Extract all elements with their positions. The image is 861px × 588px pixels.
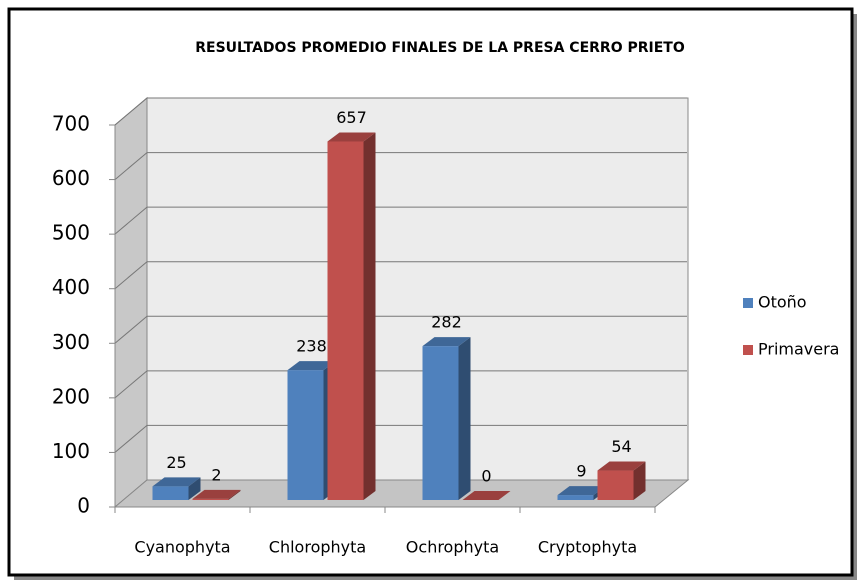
bar-side — [633, 461, 646, 500]
data-label: 238 — [296, 337, 327, 356]
bar-front — [152, 486, 189, 500]
bar-top — [422, 337, 471, 347]
y-tick-label: 600 — [52, 166, 90, 190]
bar-top — [327, 132, 376, 142]
bar — [597, 461, 646, 500]
legend-label: Otoño — [758, 293, 807, 312]
legend-label: Primavera — [758, 340, 839, 359]
bar-top — [557, 486, 606, 496]
data-label: 282 — [431, 313, 462, 332]
bar — [422, 337, 471, 500]
data-label: 0 — [481, 467, 491, 486]
bar-side — [363, 132, 376, 501]
y-tick-label: 100 — [52, 439, 90, 463]
bar — [462, 491, 511, 500]
y-tick-label: 500 — [52, 221, 90, 245]
grid-line — [114, 206, 148, 235]
bar-top — [287, 361, 336, 371]
y-tick-label: 700 — [52, 112, 90, 136]
grid-line — [114, 152, 148, 180]
x-tick-label: Chlorophyta — [269, 538, 366, 557]
x-tick-label: Cryptophyta — [538, 538, 637, 557]
data-label: 25 — [166, 453, 186, 472]
legend-swatch — [743, 345, 753, 355]
side-wall — [114, 96, 148, 509]
back-wall — [146, 97, 689, 481]
chart-title: RESULTADOS PROMEDIO FINALES DE LA PRESA … — [195, 40, 685, 56]
grid-line — [114, 261, 148, 290]
bar-top — [192, 489, 241, 499]
bar-front — [422, 346, 459, 500]
legend-swatch — [743, 298, 753, 308]
bar-side — [188, 477, 201, 500]
x-tick-label: Cyanophyta — [134, 538, 230, 557]
bar — [152, 477, 201, 500]
data-label: 657 — [336, 108, 367, 127]
bar-side — [228, 489, 241, 500]
bar-top — [462, 491, 511, 500]
grid-line — [114, 370, 148, 399]
bar-top — [152, 477, 201, 487]
y-tick-label: 400 — [52, 275, 90, 299]
bar-front — [192, 498, 229, 500]
bar-front — [287, 370, 324, 500]
bar-front — [557, 495, 594, 500]
grid-line — [114, 315, 148, 344]
bar — [192, 489, 241, 500]
y-tick-label: 200 — [52, 384, 90, 408]
bar-front — [327, 141, 364, 501]
bar-top — [597, 461, 646, 471]
x-tick-label: Ochrophyta — [406, 538, 499, 557]
y-tick-label: 300 — [52, 330, 90, 354]
data-label: 9 — [576, 462, 586, 481]
grid-line — [114, 97, 148, 126]
bar — [327, 132, 376, 501]
y-tick-label: 0 — [77, 494, 90, 518]
data-label: 54 — [611, 437, 631, 456]
data-label: 2 — [211, 465, 221, 484]
bar-front — [597, 470, 634, 500]
grid-line — [114, 425, 148, 453]
bar-side — [458, 337, 471, 500]
